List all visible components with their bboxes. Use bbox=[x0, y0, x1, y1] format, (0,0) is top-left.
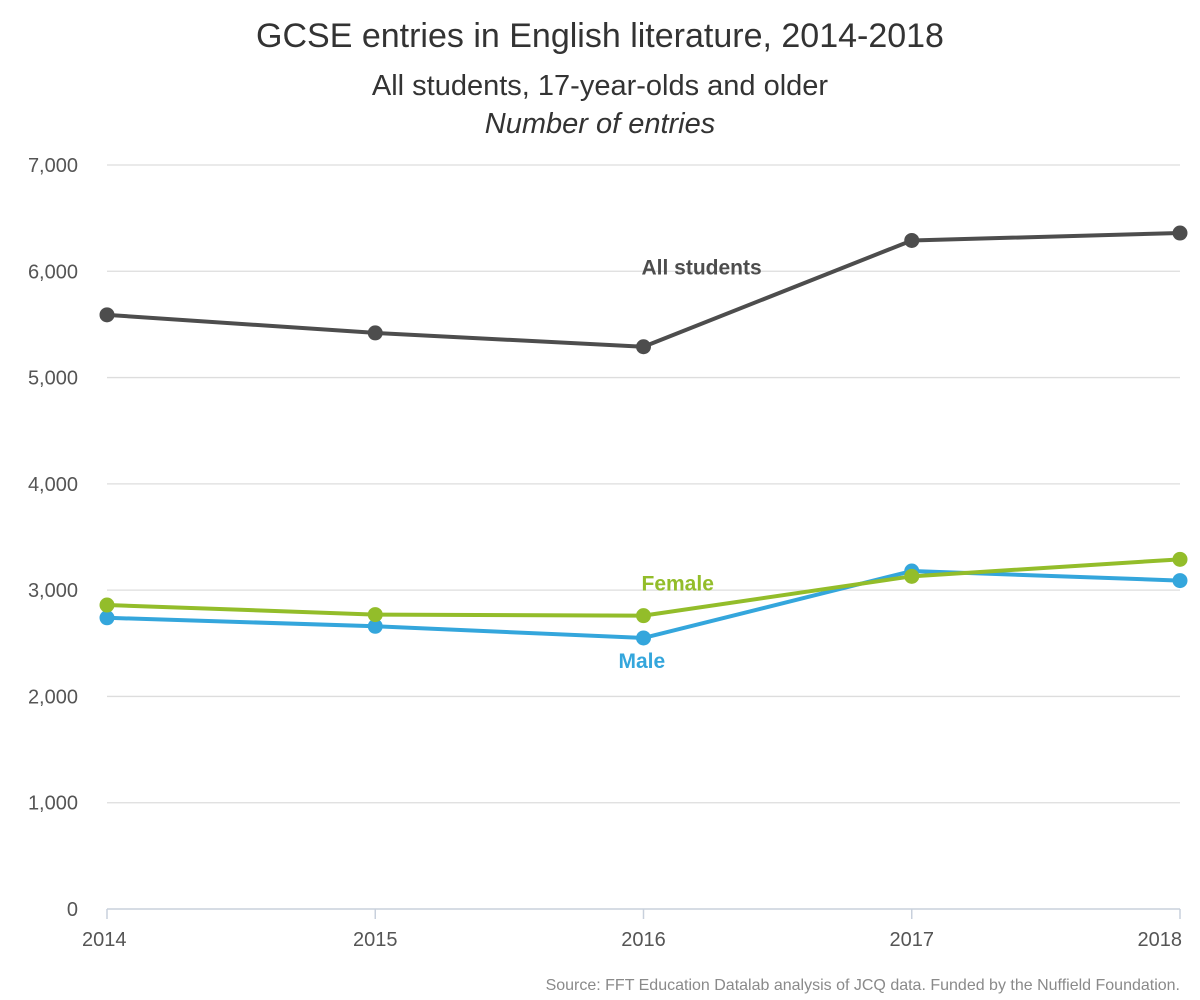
chart-units: Number of entries bbox=[485, 108, 716, 140]
y-tick-label: 2,000 bbox=[28, 686, 78, 708]
x-tick-label: 2017 bbox=[890, 929, 935, 951]
y-tick-label: 7,000 bbox=[28, 155, 78, 177]
data-point bbox=[99, 307, 115, 323]
chart-subtitle: All students, 17-year-olds and older bbox=[372, 70, 829, 102]
series-lines bbox=[99, 225, 1188, 646]
data-point bbox=[904, 232, 920, 248]
data-point bbox=[636, 608, 651, 624]
series-line bbox=[105, 231, 1182, 349]
x-tick-label: 2016 bbox=[621, 929, 666, 951]
y-tick-label: 4,000 bbox=[28, 474, 78, 496]
series-label: Female bbox=[642, 573, 714, 596]
x-axis: 2014 2015 2016 2017 2018 bbox=[82, 908, 1183, 951]
y-tick-label: 5,000 bbox=[28, 368, 78, 390]
series-labels: All students Female Male bbox=[619, 257, 762, 673]
y-tick-label: 6,000 bbox=[28, 261, 78, 283]
series-all-students bbox=[99, 225, 1188, 355]
chart-title: GCSE entries in English literature, 2014… bbox=[256, 17, 944, 55]
y-tick-label: 0 bbox=[67, 899, 78, 921]
data-point bbox=[99, 610, 115, 626]
y-tick-label: 1,000 bbox=[28, 793, 78, 815]
data-point bbox=[1172, 225, 1188, 241]
data-point bbox=[1172, 573, 1188, 589]
series-label: Male bbox=[619, 650, 666, 673]
series-label: All students bbox=[642, 257, 762, 280]
data-point bbox=[636, 630, 651, 646]
data-point bbox=[636, 339, 651, 355]
source-note: Source: FFT Education Datalab analysis o… bbox=[546, 977, 1180, 994]
x-tick-label: 2015 bbox=[353, 929, 398, 951]
data-point bbox=[367, 607, 383, 623]
data-point bbox=[367, 325, 383, 341]
gridlines bbox=[107, 164, 1180, 804]
data-point bbox=[1172, 551, 1188, 567]
y-axis: 0 1,000 2,000 3,000 4,000 5,000 6,000 7,000 bbox=[28, 155, 78, 921]
data-point bbox=[904, 568, 920, 584]
x-tick-label: 2014 bbox=[82, 929, 127, 951]
data-point bbox=[367, 618, 383, 634]
series-female bbox=[99, 551, 1188, 624]
data-point bbox=[99, 597, 115, 613]
x-tick-label: 2018 bbox=[1138, 929, 1183, 951]
y-tick-label: 3,000 bbox=[28, 580, 78, 602]
